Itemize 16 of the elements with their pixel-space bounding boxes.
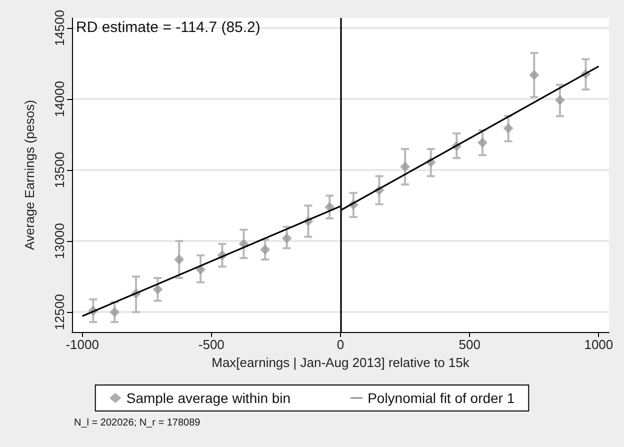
y-tick-label: 13500: [52, 152, 67, 188]
x-tick-label: -500: [198, 337, 224, 352]
y-tick-label: 13000: [52, 222, 67, 260]
x-tick-label: 0: [336, 337, 344, 352]
text: N_l = 202026; N_r = 178089: [74, 418, 201, 428]
x-tick-label: 500: [458, 337, 480, 352]
legend-label: Sample average within bin: [126, 390, 291, 406]
annotation: RD estimate = -114.7 (85.2): [76, 19, 260, 36]
x-tick-label: -1000: [66, 337, 99, 352]
x-axis-title: Max[earnings | Jan-Aug 2013] relative to 15k: [212, 354, 470, 370]
x-tick-label: 1000: [584, 337, 614, 352]
legend-label: Polynomial fit of order 1: [368, 390, 515, 406]
y-tick-label: 12500: [52, 294, 67, 330]
y-axis-title: Average Earnings (pesos): [22, 100, 37, 250]
y-tick-label: 14500: [52, 10, 67, 46]
y-tick-label: 14000: [52, 80, 67, 118]
